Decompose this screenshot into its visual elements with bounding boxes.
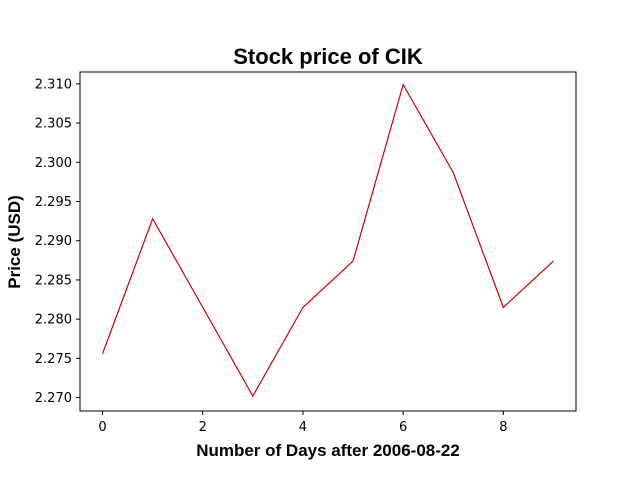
y-axis-ticks: 2.270 2.275 2.280 2.285 2.290 2.295 2.300 2.305…	[35, 77, 80, 406]
price-series-line	[101, 83, 554, 398]
y-axis-label: Price (USD)	[5, 195, 24, 289]
x-tick-label: 2	[199, 420, 207, 435]
y-tick-label: 2.310	[35, 77, 72, 92]
x-tick-label: 6	[399, 420, 407, 435]
y-tick-label: 2.280	[35, 313, 72, 328]
y-tick-label: 2.290	[35, 234, 72, 249]
plot-area: 0 2 4 6 8 2.270 2.275 2.280 2.285 2.290 2.295 2.30…	[35, 71, 577, 435]
y-tick-label: 2.270	[35, 391, 72, 406]
x-axis-label: Number of Days after 2006-08-22	[196, 441, 460, 460]
x-tick-label: 4	[299, 420, 307, 435]
x-axis-ticks: 0 2 4 6 8	[98, 411, 507, 435]
y-tick-label: 2.275	[35, 352, 72, 367]
y-tick-label: 2.300	[35, 156, 72, 171]
x-tick-label: 0	[98, 420, 106, 435]
y-tick-label: 2.295	[35, 195, 72, 210]
y-tick-label: 2.305	[35, 117, 72, 132]
x-tick-label: 8	[499, 420, 507, 435]
chart-title: Stock price of CIK	[233, 44, 423, 69]
y-tick-label: 2.285	[35, 273, 72, 288]
plot-frame	[79, 71, 577, 412]
